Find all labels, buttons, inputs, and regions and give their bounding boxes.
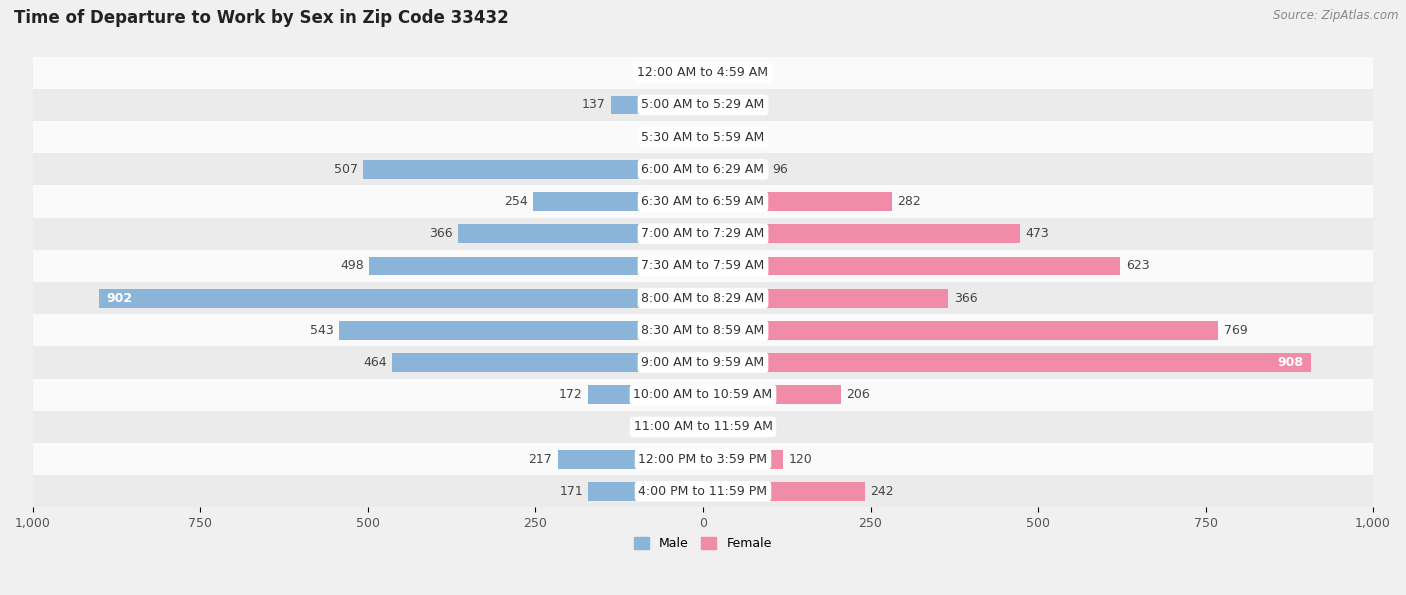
Text: 7:00 AM to 7:29 AM: 7:00 AM to 7:29 AM bbox=[641, 227, 765, 240]
Text: 543: 543 bbox=[311, 324, 333, 337]
Legend: Male, Female: Male, Female bbox=[630, 533, 776, 555]
Bar bbox=[703, 192, 891, 211]
Text: 282: 282 bbox=[897, 195, 921, 208]
Bar bbox=[32, 57, 1374, 89]
Bar bbox=[370, 256, 703, 275]
Text: 6:00 AM to 6:29 AM: 6:00 AM to 6:29 AM bbox=[641, 163, 765, 176]
Text: 10:00 AM to 10:59 AM: 10:00 AM to 10:59 AM bbox=[634, 389, 772, 401]
Text: 12:00 PM to 3:59 PM: 12:00 PM to 3:59 PM bbox=[638, 453, 768, 466]
Text: 769: 769 bbox=[1223, 324, 1247, 337]
Text: 120: 120 bbox=[789, 453, 813, 466]
Text: 14: 14 bbox=[717, 131, 734, 143]
Text: 68: 68 bbox=[636, 131, 652, 143]
Bar bbox=[32, 346, 1374, 378]
Text: 366: 366 bbox=[429, 227, 453, 240]
Bar bbox=[703, 96, 728, 114]
Text: 217: 217 bbox=[529, 453, 553, 466]
Text: 254: 254 bbox=[503, 195, 527, 208]
Bar bbox=[703, 289, 948, 308]
Bar bbox=[32, 475, 1374, 508]
Bar bbox=[703, 482, 865, 501]
Text: 37: 37 bbox=[733, 98, 749, 111]
Bar bbox=[703, 450, 783, 468]
Text: 6:30 AM to 6:59 AM: 6:30 AM to 6:59 AM bbox=[641, 195, 765, 208]
Bar bbox=[558, 450, 703, 468]
Bar bbox=[32, 443, 1374, 475]
Bar bbox=[662, 64, 703, 82]
Bar bbox=[363, 160, 703, 178]
Bar bbox=[703, 386, 841, 404]
Bar bbox=[32, 282, 1374, 314]
Bar bbox=[98, 289, 703, 308]
Bar bbox=[32, 378, 1374, 411]
Bar bbox=[32, 186, 1374, 218]
Text: 4:00 PM to 11:59 PM: 4:00 PM to 11:59 PM bbox=[638, 485, 768, 498]
Text: 58: 58 bbox=[747, 66, 763, 79]
Bar bbox=[703, 353, 1312, 372]
Text: 12:00 AM to 4:59 AM: 12:00 AM to 4:59 AM bbox=[637, 66, 769, 79]
Text: 50: 50 bbox=[648, 421, 664, 434]
Bar bbox=[32, 411, 1374, 443]
Bar bbox=[703, 64, 742, 82]
Text: 96: 96 bbox=[773, 163, 789, 176]
Bar bbox=[612, 96, 703, 114]
Bar bbox=[589, 482, 703, 501]
Text: 464: 464 bbox=[363, 356, 387, 369]
Text: 242: 242 bbox=[870, 485, 894, 498]
Text: 8:30 AM to 8:59 AM: 8:30 AM to 8:59 AM bbox=[641, 324, 765, 337]
Bar bbox=[703, 224, 1019, 243]
Text: 137: 137 bbox=[582, 98, 606, 111]
Bar bbox=[658, 128, 703, 146]
Text: 206: 206 bbox=[846, 389, 870, 401]
Text: 623: 623 bbox=[1126, 259, 1150, 273]
Text: 171: 171 bbox=[560, 485, 583, 498]
Text: 498: 498 bbox=[340, 259, 364, 273]
Bar bbox=[703, 321, 1218, 340]
Text: 7:30 AM to 7:59 AM: 7:30 AM to 7:59 AM bbox=[641, 259, 765, 273]
Text: 9:00 AM to 9:59 AM: 9:00 AM to 9:59 AM bbox=[641, 356, 765, 369]
Bar bbox=[703, 160, 768, 178]
Bar bbox=[32, 121, 1374, 154]
Text: 366: 366 bbox=[953, 292, 977, 305]
Bar bbox=[32, 250, 1374, 282]
Text: 8:00 AM to 8:29 AM: 8:00 AM to 8:29 AM bbox=[641, 292, 765, 305]
Bar bbox=[392, 353, 703, 372]
Bar bbox=[32, 154, 1374, 186]
Text: Source: ZipAtlas.com: Source: ZipAtlas.com bbox=[1274, 9, 1399, 22]
Bar bbox=[339, 321, 703, 340]
Text: 507: 507 bbox=[333, 163, 359, 176]
Text: 5:30 AM to 5:59 AM: 5:30 AM to 5:59 AM bbox=[641, 131, 765, 143]
Bar bbox=[533, 192, 703, 211]
Text: Time of Departure to Work by Sex in Zip Code 33432: Time of Departure to Work by Sex in Zip … bbox=[14, 9, 509, 27]
Text: 11:00 AM to 11:59 AM: 11:00 AM to 11:59 AM bbox=[634, 421, 772, 434]
Bar bbox=[703, 418, 724, 436]
Text: 908: 908 bbox=[1278, 356, 1303, 369]
Bar bbox=[588, 386, 703, 404]
Bar bbox=[458, 224, 703, 243]
Text: 60: 60 bbox=[641, 66, 658, 79]
Text: 5:00 AM to 5:29 AM: 5:00 AM to 5:29 AM bbox=[641, 98, 765, 111]
Bar bbox=[703, 256, 1121, 275]
Text: 172: 172 bbox=[558, 389, 582, 401]
Bar bbox=[32, 314, 1374, 346]
Bar bbox=[669, 418, 703, 436]
Text: 902: 902 bbox=[107, 292, 132, 305]
Bar bbox=[703, 128, 713, 146]
Bar bbox=[32, 218, 1374, 250]
Text: 32: 32 bbox=[730, 421, 745, 434]
Text: 473: 473 bbox=[1025, 227, 1049, 240]
Bar bbox=[32, 89, 1374, 121]
